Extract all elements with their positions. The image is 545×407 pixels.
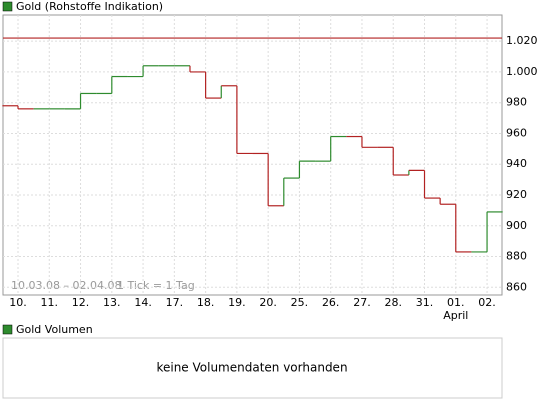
plot-frame — [2, 14, 503, 296]
annotation: 10.03.08 – 02.04.08 — [11, 279, 121, 292]
y-tick-label: 960 — [506, 126, 527, 139]
y-tick-label: 940 — [506, 157, 527, 170]
x-sublabel: April — [443, 309, 468, 322]
x-tick-label: 02. — [478, 296, 496, 309]
x-tick-label: 31. — [416, 296, 434, 309]
x-tick-label: 17. — [166, 296, 184, 309]
x-tick-label: 12. — [72, 296, 90, 309]
chart-title: Gold (Rohstoffe Indikation) — [16, 0, 163, 13]
y-tick-label: 920 — [506, 188, 527, 201]
x-tick-label: 14. — [134, 296, 152, 309]
x-tick-label: 26. — [322, 296, 340, 309]
y-tick-label: 900 — [506, 219, 527, 232]
x-tick-label: 19. — [228, 296, 246, 309]
volume-message: keine Volumendaten vorhanden — [156, 361, 347, 375]
x-tick-label: 28. — [384, 296, 402, 309]
y-tick-label: 880 — [506, 250, 527, 263]
legend-swatch — [2, 324, 13, 335]
y-tick-label: 980 — [506, 96, 527, 109]
volume-frame — [2, 337, 503, 399]
y-tick-label: 860 — [506, 280, 527, 293]
volume-title: Gold Volumen — [16, 323, 93, 336]
x-tick-label: 13. — [103, 296, 121, 309]
x-tick-label: 25. — [291, 296, 309, 309]
x-tick-label: 20. — [259, 296, 277, 309]
x-tick-label: 27. — [353, 296, 371, 309]
y-tick-label: 1.020 — [506, 34, 538, 47]
x-tick-label: 11. — [41, 296, 59, 309]
x-tick-label: 01. — [447, 296, 465, 309]
x-tick-label: 10. — [9, 296, 27, 309]
annotation: 1 Tick = 1 Tag — [117, 279, 195, 292]
y-tick-label: 1.000 — [506, 65, 538, 78]
legend-swatch — [2, 1, 13, 12]
x-tick-label: 18. — [197, 296, 215, 309]
